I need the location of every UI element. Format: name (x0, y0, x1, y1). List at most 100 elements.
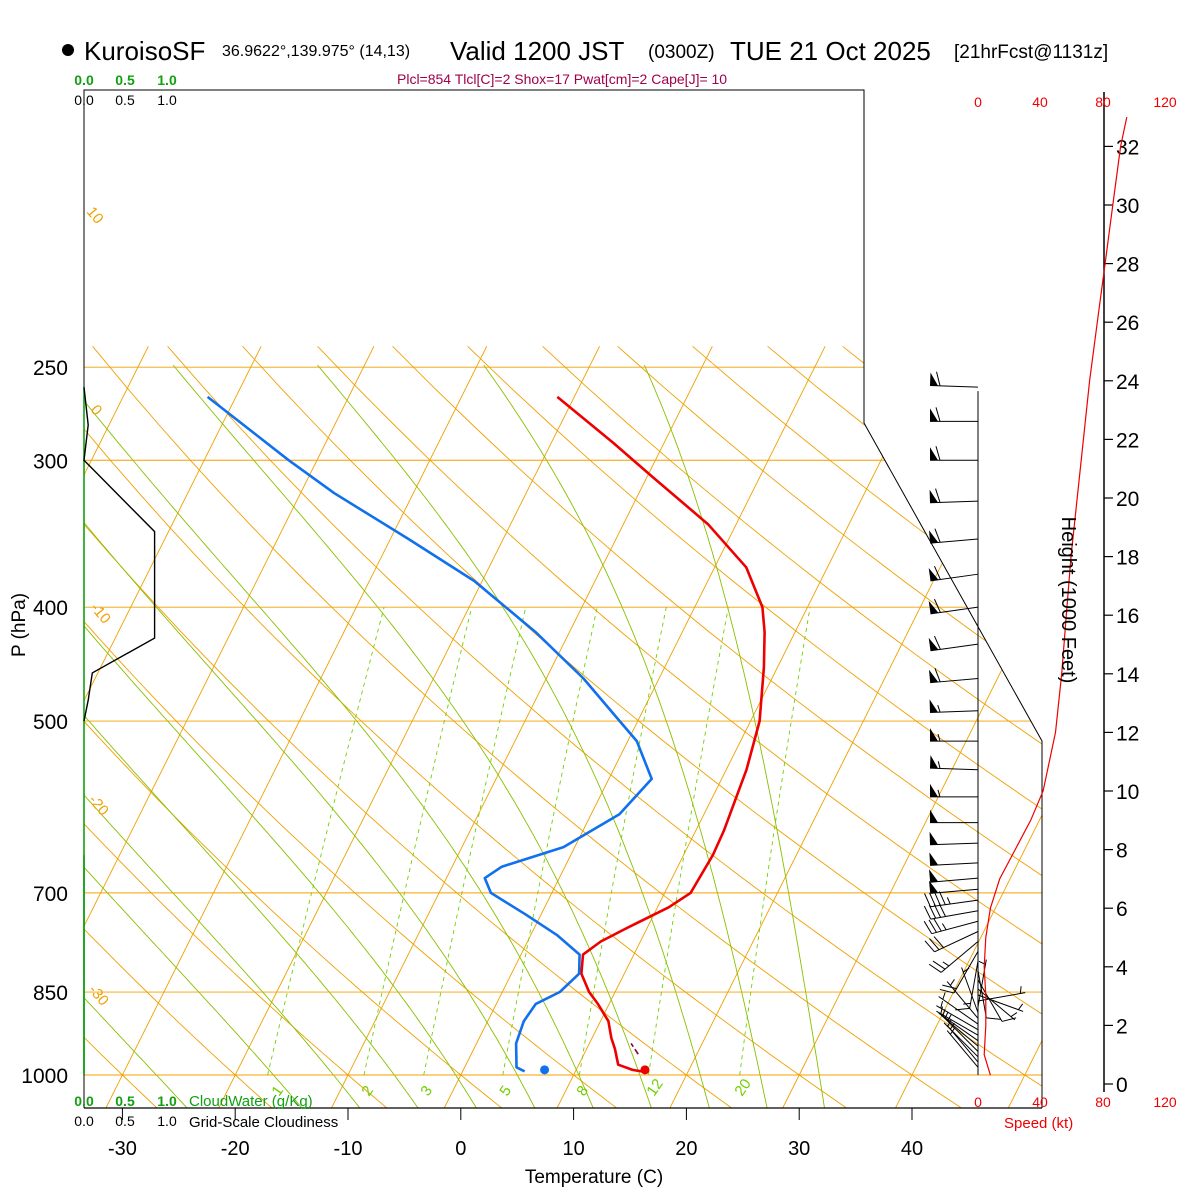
wind-barb-shaft (940, 1014, 979, 1047)
wind-barb (923, 903, 979, 920)
wind-barb (938, 1008, 979, 1042)
valid-date: TUE 21 Oct 2025 (730, 36, 931, 66)
moist-adiabat-line (84, 364, 321, 1108)
pressure-tick-label: 400 (33, 597, 68, 620)
mixing-ratio-line (648, 607, 729, 1076)
temperature-profile-line (556, 395, 766, 1074)
cloudwater-tick-label: 1.0 (157, 1093, 177, 1109)
wind-barb-half-feather (937, 761, 941, 769)
height-tick-label: 28 (1116, 254, 1139, 277)
dry-adiabat-line (467, 345, 1042, 1108)
wind-barb-pennant (930, 372, 938, 386)
isotherm-line (207, 346, 600, 1108)
wind-barb-shaft (930, 910, 979, 920)
forecast-info: [21hrFcst@1131z] (954, 42, 1108, 63)
wind-barb-half-feather (937, 733, 941, 742)
height-tick-label: 18 (1116, 547, 1139, 570)
dry-adiabat-line (542, 345, 1042, 1108)
wind-barb-shaft (930, 500, 979, 504)
wind-barb-feather (955, 1007, 970, 1011)
station-name: KuroisoSF (84, 36, 205, 66)
station-coords: 36.9622°,139.975° (14,13) (222, 43, 410, 60)
wind-barb-feather (939, 988, 955, 994)
wind-barb (928, 635, 979, 652)
wind-barb-feather (942, 984, 957, 990)
height-tick-label: 14 (1116, 664, 1140, 687)
wind-barb-pennant (929, 880, 939, 894)
dry-adiabat-label: -30 (85, 982, 112, 1010)
moist-adiabat-line (84, 364, 490, 1108)
wind-barb-pennant (929, 869, 939, 883)
wind-barb (924, 891, 979, 908)
wind-barb-pennant (928, 568, 939, 581)
wind-barb-pennant (929, 831, 938, 845)
wind-barb (930, 809, 978, 824)
height-tick-label: 12 (1116, 722, 1139, 745)
wind-barb (928, 598, 979, 615)
temperature-tick-label: 10 (562, 1138, 584, 1160)
mixing-ratio-line (739, 607, 811, 1076)
wind-barb-feather (923, 905, 932, 920)
wind-barb-feather (934, 635, 941, 650)
speed-tick-label: 40 (1032, 94, 1048, 110)
speed-axis-title: Speed (kt) (1004, 1115, 1073, 1132)
isotherm-line (94, 346, 488, 1108)
wind-barb-shaft (938, 1012, 979, 1042)
wind-barb-half-feather (963, 1002, 971, 1005)
wind-barb-shaft (934, 931, 979, 953)
speed-tick-label: 0 (974, 94, 982, 110)
wind-barb-feather (923, 920, 933, 934)
dry-adiabat-line (84, 346, 291, 1108)
wind-barb (929, 668, 979, 684)
wind-barb-feather (935, 407, 941, 422)
dry-adiabat-line (84, 346, 638, 1108)
wind-barb-shaft (930, 606, 979, 615)
mixing-ratio-line (363, 606, 473, 1076)
height-tick-label: 0 (1116, 1074, 1128, 1097)
speed-tick-label: 80 (1095, 94, 1111, 110)
wind-barb (939, 951, 979, 994)
temperature-tick-label: 30 (788, 1138, 810, 1160)
dry-adiabat-line (92, 346, 986, 1108)
isotherm-line (884, 346, 1042, 1108)
wind-barb-pennant (930, 408, 938, 422)
dry-adiabat-line (917, 345, 1042, 1108)
wind-speed-line (983, 116, 1128, 1076)
wind-barb-half-feather (937, 705, 941, 713)
temperature-tick-label: -20 (221, 1138, 250, 1160)
cloudwater-tick-label: 0.0 (74, 1093, 94, 1109)
temperature-tick-label: 40 (901, 1138, 923, 1160)
stability-indices: Plcl=854 Tlcl[C]=2 Shox=17 Pwat[cm]=2 Ca… (397, 71, 727, 87)
wind-barb-shaft (930, 842, 979, 846)
wind-barb-half-feather (940, 1000, 944, 1009)
wind-barb-shaft (930, 888, 979, 894)
wind-barb (929, 528, 979, 544)
cloudiness-tick-label: 0.0 (74, 92, 94, 108)
wind-barb-pennant (930, 447, 938, 461)
wind-barb-shaft (977, 979, 1003, 1022)
wind-barb-pennant (929, 699, 938, 713)
cloudwater-tick-label: 0.5 (115, 1093, 135, 1109)
wind-barb (929, 831, 979, 846)
wind-barb-pennant (929, 669, 939, 683)
wind-barb-pennant (929, 530, 939, 544)
wind-barb-pennant (929, 489, 938, 503)
wind-barb-shaft (930, 538, 979, 544)
wind-barb-shaft (977, 970, 987, 1018)
wind-barb-half-feather (937, 789, 941, 797)
wind-barb-feather (934, 668, 941, 682)
cloudiness-tick-label: 1.0 (157, 92, 177, 108)
surface-dewpoint-point (540, 1065, 550, 1075)
wind-barb (977, 970, 1001, 1020)
wind-barb-shaft (946, 1030, 979, 1068)
wind-barb-half-feather (1019, 986, 1022, 994)
height-tick-label: 10 (1116, 781, 1139, 804)
wind-barb (928, 565, 979, 582)
isotherm-line (0, 346, 36, 1130)
height-tick-label: 30 (1116, 195, 1139, 218)
temperature-tick-label: -10 (334, 1138, 363, 1160)
height-axis-title: Height (1000 Feet) (1057, 517, 1079, 684)
pressure-tick-label: 250 (33, 357, 68, 380)
mixing-ratio-label: 3 (417, 1083, 436, 1100)
